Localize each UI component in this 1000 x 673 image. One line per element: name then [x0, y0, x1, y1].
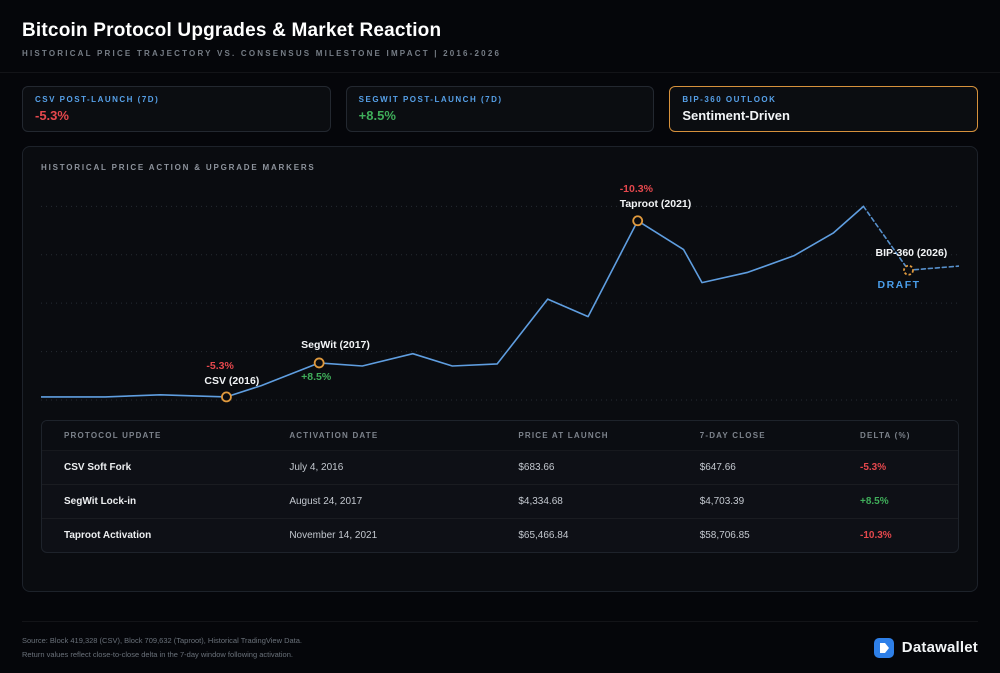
table-cell: SegWit Lock-in — [42, 484, 268, 519]
table-row: CSV Soft Fork July 4, 2016 $683.66 $647.66-… — [42, 450, 958, 485]
header: Bitcoin Protocol Upgrades & Market React… — [0, 0, 1000, 73]
table-cell: July 4, 2016 — [267, 450, 497, 485]
stat-cards: CSV POST-LAUNCH (7D) -5.3% SEGWIT POST-L… — [22, 86, 979, 132]
brand-name: Datawallet — [901, 639, 978, 656]
upgrade-marker-segwit — [313, 357, 325, 369]
marker-annotation-csv: CSV (2016) — [204, 374, 260, 387]
source-note: Source: Block 419,328 (CSV), Block 709,6… — [22, 634, 302, 661]
price-line-svg — [41, 205, 959, 403]
stat-card: CSV POST-LAUNCH (7D) -5.3% — [22, 86, 331, 132]
upgrade-marker-csv — [221, 391, 232, 403]
chart-panel-label: HISTORICAL PRICE ACTION & UPGRADE MARKER… — [41, 163, 316, 172]
chart-panel: HISTORICAL PRICE ACTION & UPGRADE MARKER… — [22, 146, 978, 592]
source-line-2: Return values reflect close-to-close del… — [22, 649, 293, 659]
price-line-projection — [862, 205, 959, 271]
table-cell: $4,703.39 — [677, 484, 838, 519]
marker-annotation-taproot: Taproot (2021) — [619, 197, 692, 210]
datawallet-logo-icon — [873, 637, 894, 658]
table-cell: $65,466.84 — [496, 518, 678, 552]
upgrade-marker-taproot — [632, 215, 644, 227]
marker-annotation-bip360: DRAFT — [877, 279, 921, 292]
table-body: CSV Soft Fork July 4, 2016 $683.66 $647.66-… — [42, 450, 958, 552]
table-cell: CSV Soft Fork — [42, 450, 268, 485]
table-header-cell: ACTIVATION DATE — [289, 431, 379, 440]
stat-card: BIP-360 OUTLOOK Sentiment-Driven — [669, 86, 979, 132]
upgrade-marker-bip360 — [903, 264, 914, 276]
brand: Datawallet — [873, 637, 978, 658]
table-cell-delta: -5.3% — [837, 450, 958, 485]
table-row: Taproot Activation November 14, 2021 $65,4… — [42, 518, 958, 552]
table-cell-delta: +8.5% — [837, 484, 958, 519]
price-line — [41, 205, 865, 398]
table-row: SegWit Lock-in August 24, 2017 $4,334.68 $4… — [42, 484, 958, 519]
stat-card-value: -5.3% — [35, 108, 69, 123]
footer: Source: Block 419,328 (CSV), Block 709,6… — [22, 621, 978, 661]
chart-plot: -5.3% CSV (2016) SegWit (2017) +8.5% -10.3% T… — [41, 180, 959, 410]
table-header-row: PROTOCOL UPDATE ACTIVATION DATE PRICE AT L… — [42, 421, 958, 451]
marker-annotation-taproot: -10.3% — [619, 182, 653, 195]
marker-annotation-bip360: BIP-360 (2026) — [875, 247, 948, 260]
milestone-table: PROTOCOL UPDATE ACTIVATION DATE PRICE AT L… — [41, 420, 959, 553]
table-cell: August 24, 2017 — [267, 484, 497, 519]
page-title: Bitcoin Protocol Upgrades & Market React… — [22, 20, 442, 41]
stat-card-value: +8.5% — [358, 108, 396, 123]
table-header-cell: PROTOCOL UPDATE — [64, 431, 162, 440]
stat-card: SEGWIT POST-LAUNCH (7D) +8.5% — [345, 86, 655, 132]
stat-card-value: Sentiment-Driven — [682, 108, 790, 123]
table-cell: $647.66 — [677, 450, 838, 485]
marker-annotation-csv: -5.3% — [206, 359, 234, 372]
table-cell: $4,334.68 — [496, 484, 678, 519]
stat-card-label: BIP-360 OUTLOOK — [682, 95, 777, 104]
table-header-cell: PRICE AT LAUNCH — [518, 431, 609, 440]
table-header-cell: 7-DAY CLOSE — [699, 431, 766, 440]
table-cell: November 14, 2021 — [267, 518, 497, 552]
stat-card-label: CSV POST-LAUNCH (7D) — [35, 95, 160, 104]
page-subtitle: HISTORICAL PRICE TRAJECTORY VS. CONSENSU… — [22, 49, 502, 58]
table-cell: $683.66 — [496, 450, 678, 485]
table-header-cell: DELTA (%) — [859, 431, 911, 440]
marker-annotation-segwit: SegWit (2017) — [301, 338, 370, 351]
table-cell-delta: -10.3% — [837, 518, 958, 552]
marker-annotation-segwit: +8.5% — [301, 370, 332, 383]
stat-card-label: SEGWIT POST-LAUNCH (7D) — [358, 95, 503, 104]
source-line-1: Source: Block 419,328 (CSV), Block 709,6… — [22, 636, 302, 645]
table-cell: $58,706.85 — [677, 518, 838, 552]
table-cell: Taproot Activation — [42, 518, 268, 552]
